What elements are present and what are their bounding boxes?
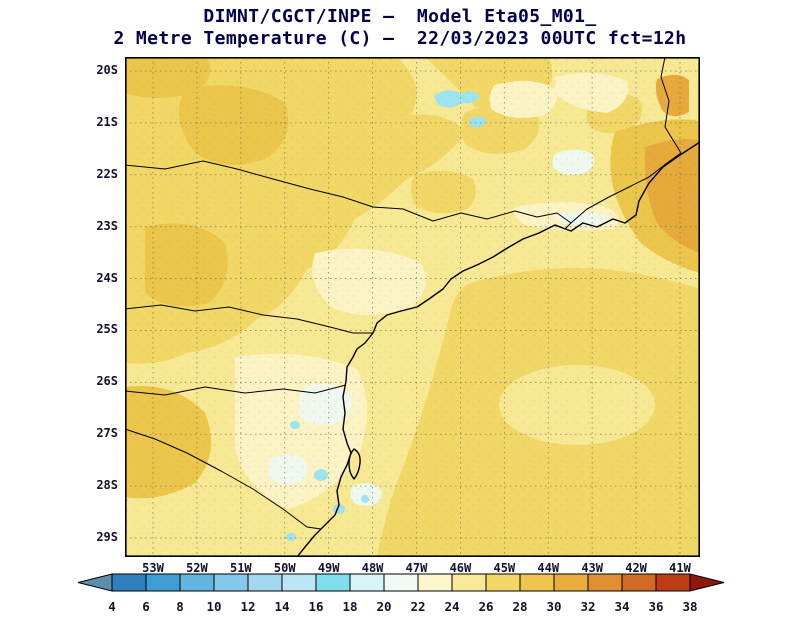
colorbar-tick-label: 4 <box>108 599 116 614</box>
lat-tick-label: 29S <box>96 529 118 544</box>
map-frame <box>125 57 700 557</box>
colorbar-tick-label: 10 <box>206 599 221 614</box>
coastline-path <box>296 141 700 557</box>
colorbar-segment <box>689 573 725 592</box>
colorbar-segment <box>213 573 249 592</box>
state-border-sp-rj <box>554 222 572 230</box>
colorbar-tick-label: 30 <box>546 599 561 614</box>
colorbar-segment <box>621 573 657 592</box>
colorbar-segment <box>349 573 385 592</box>
colorbar-segment <box>485 573 521 592</box>
colorbar-tick-label: 34 <box>614 599 629 614</box>
colorbar-segment <box>179 573 215 592</box>
colorbar-tick-label: 20 <box>376 599 391 614</box>
lat-tick-label: 25S <box>96 322 118 337</box>
colorbar-segment <box>247 573 283 592</box>
colorbar-tick-label: 26 <box>478 599 493 614</box>
colorbar-tick-label: 38 <box>682 599 697 614</box>
colorbar-tick-label: 16 <box>308 599 323 614</box>
lat-tick-label: 27S <box>96 426 118 441</box>
colorbar-tick-label: 6 <box>142 599 150 614</box>
colorbar-tick-label: 24 <box>444 599 459 614</box>
colorbar-tick-label: 36 <box>648 599 663 614</box>
map-layers <box>125 57 700 557</box>
colorbar-segment <box>655 573 691 592</box>
colorbar-tick-label: 32 <box>580 599 595 614</box>
colorbar-segment <box>451 573 487 592</box>
lat-tick-label: 26S <box>96 374 118 389</box>
state-border-mg-sp-rj <box>125 152 682 224</box>
chart-title: DIMNT/CGCT/INPE — Model Eta05_M01_ <box>203 6 597 27</box>
lat-tick-label: 24S <box>96 270 118 285</box>
lat-tick-label: 28S <box>96 478 118 493</box>
state-border-pr-sc <box>125 384 347 396</box>
lat-tick-label: 20S <box>96 63 118 77</box>
lat-tick-label: 23S <box>96 218 118 233</box>
colorbar-tick-label: 28 <box>512 599 527 614</box>
colorbar-segment <box>417 573 453 592</box>
colorbar-segment <box>587 573 623 592</box>
chart-subtitle: 2 Metre Temperature (C) — 22/03/2023 00U… <box>113 28 687 49</box>
colorbar-segment <box>383 573 419 592</box>
colorbar-segment <box>111 573 147 592</box>
state-border-mg-es <box>660 57 682 154</box>
temperature-map <box>125 57 700 557</box>
colorbar-segment <box>77 573 113 592</box>
speckle-texture <box>125 57 700 557</box>
colorbar-tick-label: 8 <box>176 599 184 614</box>
colorbar-tick-label: 22 <box>410 599 425 614</box>
colorbar-segment <box>519 573 555 592</box>
state-border-sp-pr <box>125 304 373 334</box>
temperature-colorbar: 4 6 8 10 12 14 16 18 20 22 24 26 28 30 32 34 36 38 <box>77 573 725 614</box>
colorbar-tick-label: 12 <box>240 599 255 614</box>
colorbar-tick-label: 14 <box>274 599 289 614</box>
colorbar-tick-label: 18 <box>342 599 357 614</box>
island-path <box>348 448 361 480</box>
state-border-sc-rs <box>125 428 322 530</box>
colorbar-segment <box>145 573 181 592</box>
lat-tick-label: 21S <box>96 114 118 129</box>
colorbar-segment <box>315 573 351 592</box>
colorbar-segment <box>553 573 589 592</box>
lat-tick-label: 22S <box>96 166 118 181</box>
colorbar-segment <box>281 573 317 592</box>
